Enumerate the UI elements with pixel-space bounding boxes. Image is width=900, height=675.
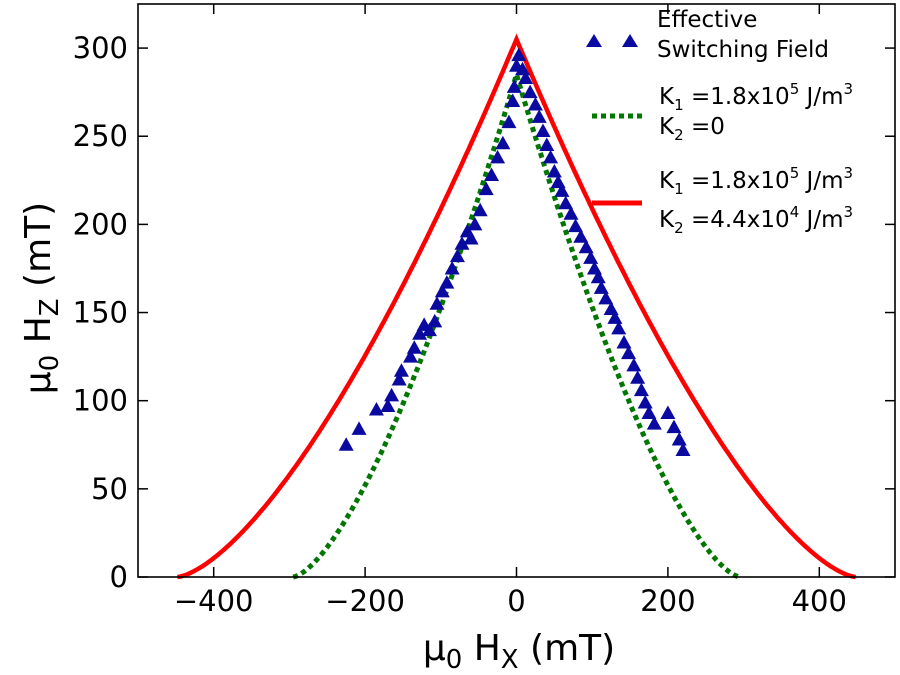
scatter-point: [380, 398, 396, 412]
scatter-point: [611, 320, 627, 335]
scatter-point: [406, 340, 422, 354]
y-tick-label: 300: [73, 31, 128, 65]
scatter-point: [444, 260, 460, 275]
y-tick-label: 150: [73, 296, 128, 330]
scatter-point: [527, 96, 543, 111]
scatter-point: [522, 84, 538, 99]
scatter-point: [590, 269, 606, 284]
series-line-k2-zero: [292, 65, 741, 580]
x-tick-label: 400: [792, 584, 847, 618]
plot-area: [177, 33, 856, 580]
scatter-point: [539, 137, 555, 152]
scatter-point: [463, 230, 479, 245]
axis-ticks: −400 −200 0 200 400 0 50 100 150 200 250 300: [73, 4, 895, 618]
scatter-point: [630, 370, 646, 384]
scatter-point: [607, 310, 623, 324]
legend-label-solid-line2: K2 =4.4x104 J/m3: [659, 203, 853, 237]
x-tick-label: −400: [174, 584, 254, 618]
x-tick-label: 200: [640, 584, 695, 618]
scatter-point: [671, 431, 687, 446]
scatter-point: [637, 394, 653, 409]
y-tick-label: 0: [110, 560, 128, 594]
scatter-point: [501, 114, 517, 129]
scatter-point: [439, 275, 455, 289]
scatter-point: [646, 416, 662, 430]
scatter-point: [563, 206, 579, 220]
scatter-point: [535, 123, 551, 137]
scatter-point: [578, 239, 594, 254]
y-tick-label: 200: [73, 207, 128, 241]
scatter-point: [675, 442, 691, 457]
scatter-point: [368, 402, 384, 416]
scatter-point: [558, 195, 574, 210]
series-line-k2-nonzero: [177, 33, 856, 580]
y-tick-label: 50: [91, 472, 128, 506]
scatter-point: [531, 109, 547, 123]
x-tick-label: −200: [325, 584, 405, 618]
scatter-point: [518, 70, 534, 85]
y-tick-label: 100: [73, 384, 128, 418]
y-tick-label: 250: [73, 119, 128, 153]
scatter-point: [478, 181, 494, 196]
scatter-point: [429, 296, 445, 310]
scatter-point: [391, 372, 407, 386]
scatter-point: [593, 280, 609, 294]
scatter-point: [554, 183, 570, 197]
scatter-point: [660, 405, 676, 420]
scatter-point: [351, 421, 367, 435]
scatter-point: [490, 149, 506, 164]
legend-label-solid-line1: K1 =1.8x105 J/m3: [659, 164, 853, 198]
scatter-point: [543, 149, 559, 164]
scatter-point: [421, 322, 437, 337]
scatter-point: [511, 47, 527, 62]
scatter-point: [616, 335, 632, 349]
y-axis-label: μ0 HZ (mT): [18, 202, 65, 394]
legend: Effective Switching Field K1 =1.8x105 J/…: [586, 7, 853, 237]
x-axis-label: μ0 HX (mT): [423, 628, 615, 675]
legend-marker-scatter-1: [586, 34, 602, 47]
scatter-point: [495, 135, 511, 150]
legend-label-scatter-line2: Switching Field: [657, 37, 829, 63]
scatter-point: [666, 419, 682, 434]
scatter-point: [506, 79, 522, 93]
scatter-point: [427, 313, 443, 328]
scatter-point: [505, 93, 521, 107]
scatter-point: [472, 202, 488, 217]
scatter-point: [434, 283, 450, 298]
scatter-point: [454, 236, 470, 250]
scatter-point: [449, 248, 465, 263]
x-tick-label: 0: [507, 584, 525, 618]
legend-label-dotted-line2: K2 =0: [659, 114, 725, 144]
scatter-point: [467, 216, 483, 231]
legend-label-scatter-line1: Effective: [657, 7, 757, 33]
scatter-point: [338, 437, 354, 451]
legend-marker-scatter-2: [622, 34, 638, 47]
scatter-point: [621, 345, 637, 360]
scatter-point: [403, 349, 419, 363]
scatter-point: [568, 218, 584, 233]
scatter-point: [484, 167, 500, 182]
scatter-point: [384, 387, 400, 402]
scatter-point: [583, 250, 599, 264]
scatter-point: [546, 163, 562, 178]
scatter-point: [573, 229, 589, 243]
scatter-point: [626, 357, 642, 372]
scatter-point: [641, 405, 657, 420]
scatter-point: [633, 382, 649, 397]
scatter-point: [393, 363, 409, 377]
scatter-point: [412, 326, 428, 340]
scatter-point: [598, 290, 614, 305]
legend-label-dotted-line1: K1 =1.8x105 J/m3: [659, 80, 853, 114]
